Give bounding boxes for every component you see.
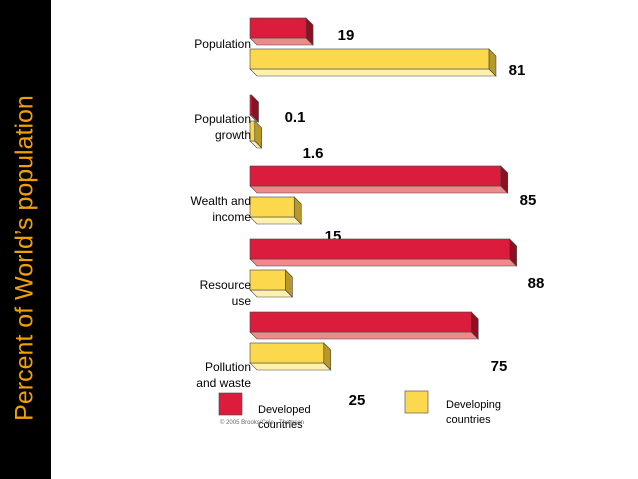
bar-developing-1-depth [249, 68, 497, 77]
bar-developed-3-depth [249, 185, 509, 194]
legend-label-1: Developed countries [258, 404, 311, 431]
bar-developed-1-depth [249, 37, 314, 46]
category-label-4: Resource use [200, 278, 252, 308]
value-label-developed-4: 88 [528, 275, 545, 292]
category-label-5: Pollution and waste [196, 360, 251, 390]
value-label-developed-3: 85 [520, 192, 537, 209]
value-label-developed-2: 0.1 [285, 109, 306, 126]
bar-developing-1 [249, 48, 490, 70]
value-label-developing-2: 1.6 [303, 145, 324, 162]
bar-developed-5-depth [249, 331, 479, 340]
bar-developing-4 [249, 269, 286, 291]
bar-developing-2 [249, 120, 256, 142]
category-label-2: Population growth [194, 112, 251, 142]
copyright-text: © 2005 Brooks/Cole - Thomson [220, 419, 304, 426]
bar-developing-3-depth [249, 216, 302, 225]
value-label-developed-1: 19 [338, 27, 355, 44]
bar-developed-4 [249, 238, 510, 260]
bar-developed-5 [249, 311, 472, 333]
bar-developed-2 [249, 94, 252, 116]
legend-label-2: Developing countries [446, 399, 501, 426]
value-label-developing-1: 81 [509, 62, 526, 79]
category-label-3: Wealth and income [191, 194, 252, 224]
y-axis-title-panel: Percent of World’s population [0, 0, 51, 479]
value-label-developing-5: 25 [349, 392, 366, 409]
category-label-1: Population [194, 37, 251, 51]
bar-developing-3 [249, 196, 295, 218]
bar-developed-1 [249, 17, 307, 39]
legend-swatch-1 [218, 392, 243, 416]
bar-developing-5-depth [249, 362, 332, 371]
legend-swatch-2 [404, 390, 429, 414]
bar-developing-5 [249, 342, 325, 364]
bar-developed-3 [249, 165, 502, 187]
value-label-developed-5: 75 [491, 358, 508, 375]
bar-developed-4-depth [249, 258, 518, 267]
